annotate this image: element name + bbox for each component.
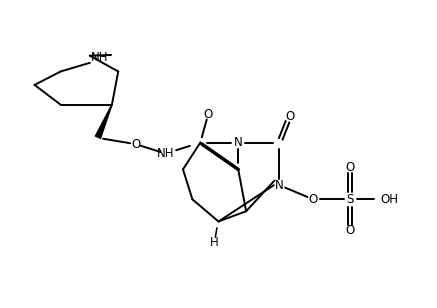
Text: S: S: [347, 193, 354, 206]
Text: OH: OH: [380, 193, 399, 206]
Text: O: O: [204, 107, 213, 121]
Text: NH: NH: [157, 147, 174, 160]
Polygon shape: [94, 104, 113, 139]
Text: NH: NH: [91, 51, 109, 64]
Text: H: H: [210, 236, 219, 249]
Text: O: O: [309, 193, 318, 206]
Text: N: N: [234, 136, 243, 149]
Text: O: O: [346, 225, 355, 237]
Text: O: O: [285, 110, 294, 123]
Text: N: N: [275, 179, 284, 192]
Text: O: O: [346, 161, 355, 174]
Text: O: O: [131, 138, 140, 151]
